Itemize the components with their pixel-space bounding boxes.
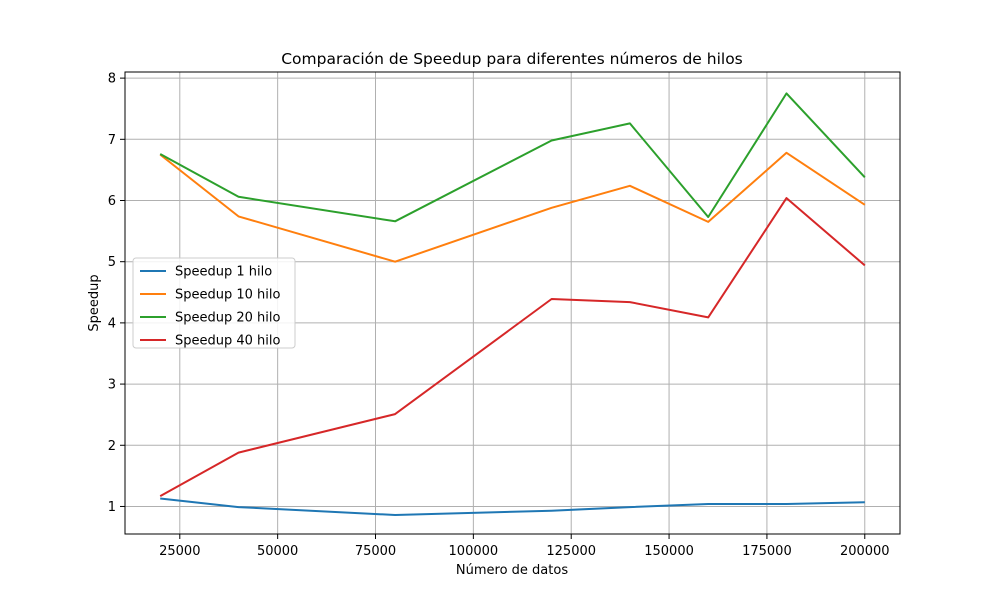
series-line-1 bbox=[160, 497, 865, 516]
legend-label: Speedup 40 hilo bbox=[175, 334, 281, 349]
series-layer bbox=[159, 92, 866, 516]
x-tick-label: 50000 bbox=[257, 544, 298, 559]
x-tick-label: 25000 bbox=[159, 544, 200, 559]
x-tick-label: 200000 bbox=[840, 544, 890, 559]
y-tick-label: 7 bbox=[108, 133, 116, 148]
x-axis-label: Número de datos bbox=[456, 563, 568, 578]
series-line-3 bbox=[159, 92, 866, 223]
y-tick-label: 6 bbox=[108, 194, 116, 209]
legend-box bbox=[132, 257, 296, 349]
series-line-2 bbox=[159, 151, 866, 263]
x-tick-label: 150000 bbox=[644, 544, 694, 559]
y-axis: 1 2 3 4 5 6 7 8 bbox=[108, 72, 125, 515]
legend-label: Speedup 10 hilo bbox=[175, 288, 281, 303]
chart-title: Comparación de Speedup para diferentes n… bbox=[281, 50, 743, 68]
y-axis-label: Speedup bbox=[87, 274, 102, 331]
y-tick-label: 5 bbox=[108, 255, 116, 270]
x-tick-label: 100000 bbox=[449, 544, 499, 559]
x-tick-label: 125000 bbox=[546, 544, 596, 559]
x-axis: 25000 50000 75000 100000 125000 150000 175000 2… bbox=[159, 534, 890, 559]
y-tick-label: 2 bbox=[108, 439, 116, 454]
legend-label: Speedup 1 hilo bbox=[175, 265, 272, 280]
series-line-4 bbox=[159, 197, 866, 497]
y-tick-label: 4 bbox=[108, 316, 116, 331]
y-tick-label: 1 bbox=[108, 500, 116, 515]
y-tick-label: 3 bbox=[108, 378, 116, 393]
x-tick-label: 75000 bbox=[355, 544, 396, 559]
y-tick-label: 8 bbox=[108, 72, 116, 87]
plot-frame bbox=[124, 71, 901, 535]
x-tick-label: 175000 bbox=[742, 544, 792, 559]
legend: Speedup 1 hilo Speedup 10 hilo Speedup 20 … bbox=[132, 257, 296, 349]
legend-label: Speedup 20 hilo bbox=[175, 311, 281, 326]
